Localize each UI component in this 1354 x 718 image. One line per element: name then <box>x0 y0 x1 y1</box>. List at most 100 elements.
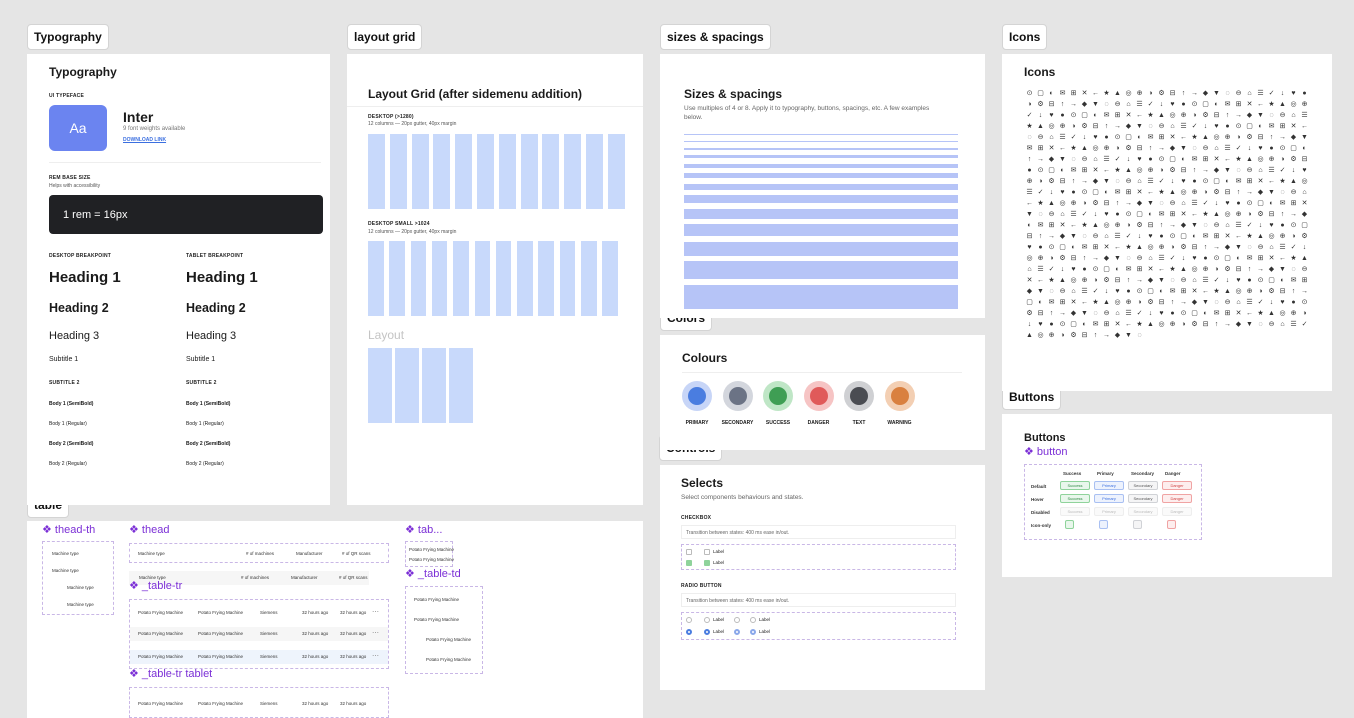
grid-icon[interactable]: ✉ <box>1114 189 1121 196</box>
grid-icon[interactable]: ⊟ <box>1301 156 1308 163</box>
grid-icon[interactable]: → <box>1301 288 1308 295</box>
grid-icon[interactable]: ⊕ <box>1279 233 1286 240</box>
variant-button[interactable]: Danger <box>1162 494 1192 503</box>
grid-icon[interactable]: ★ <box>1026 123 1033 130</box>
grid-icon[interactable]: ← <box>1279 255 1286 262</box>
grid-icon[interactable]: ▲ <box>1279 101 1286 108</box>
grid-icon[interactable]: ★ <box>1103 90 1110 97</box>
grid-icon[interactable]: ⊞ <box>1224 310 1231 317</box>
grid-icon[interactable]: ⊖ <box>1136 255 1143 262</box>
grid-icon[interactable]: ✉ <box>1092 321 1099 328</box>
grid-icon[interactable]: ⊕ <box>1191 189 1198 196</box>
grid-icon[interactable]: ⊙ <box>1246 200 1253 207</box>
grid-icon[interactable]: → <box>1180 299 1187 306</box>
grid-icon[interactable]: ♥ <box>1170 101 1175 108</box>
grid-icon[interactable]: ◐ <box>1225 178 1230 185</box>
grid-icon[interactable]: ↑ <box>1170 299 1175 306</box>
grid-icon[interactable]: ☰ <box>1114 233 1121 240</box>
grid-icon[interactable]: ⊙ <box>1290 222 1297 229</box>
grid-icon[interactable]: ⌂ <box>1214 145 1219 152</box>
grid-icon[interactable]: ⊕ <box>1059 123 1066 130</box>
grid-icon[interactable]: ▲ <box>1125 167 1132 174</box>
grid-icon[interactable]: ◎ <box>1158 321 1165 328</box>
grid-icon[interactable]: ⊖ <box>1059 288 1066 295</box>
grid-icon[interactable]: ◌ <box>1170 277 1175 284</box>
grid-icon[interactable]: ▼ <box>1180 145 1187 152</box>
grid-icon[interactable]: ▲ <box>1224 288 1231 295</box>
grid-icon[interactable]: ▢ <box>1125 134 1132 141</box>
grid-icon[interactable]: ✉ <box>1290 277 1297 284</box>
grid-icon[interactable]: ↑ <box>1203 244 1208 251</box>
grid-icon[interactable]: ▢ <box>1147 288 1154 295</box>
grid-icon[interactable]: ⊟ <box>1224 189 1231 196</box>
grid-icon[interactable]: ★ <box>1048 277 1055 284</box>
grid-icon[interactable]: ⊙ <box>1180 310 1187 317</box>
grid-icon[interactable]: ◌ <box>1280 189 1285 196</box>
grid-icon[interactable]: ↓ <box>1137 233 1142 240</box>
grid-icon[interactable]: ⊞ <box>1070 90 1077 97</box>
grid-icon[interactable]: ↑ <box>1027 156 1032 163</box>
grid-icon[interactable]: ✓ <box>1026 112 1033 119</box>
grid-icon[interactable]: ▲ <box>1048 200 1055 207</box>
grid-icon[interactable]: ☰ <box>1224 145 1231 152</box>
grid-icon[interactable]: ☰ <box>1158 255 1165 262</box>
grid-icon[interactable]: ★ <box>1114 167 1121 174</box>
grid-icon[interactable]: ⊟ <box>1070 255 1077 262</box>
grid-icon[interactable]: ✓ <box>1279 167 1286 174</box>
grid-icon[interactable]: ⚙ <box>1301 233 1308 240</box>
grid-icon[interactable]: ◌ <box>1203 222 1208 229</box>
grid-icon[interactable]: ✉ <box>1202 233 1209 240</box>
grid-icon[interactable]: ⊞ <box>1279 123 1286 130</box>
grid-icon[interactable]: ★ <box>1202 211 1209 218</box>
grid-icon[interactable]: ✕ <box>1070 299 1077 306</box>
grid-icon[interactable]: ◑ <box>1236 134 1241 141</box>
grid-icon[interactable]: ◌ <box>1082 233 1087 240</box>
grid-icon[interactable]: ✉ <box>1081 244 1088 251</box>
grid-icon[interactable]: ▲ <box>1037 123 1044 130</box>
grid-icon[interactable]: ⊞ <box>1048 222 1055 229</box>
grid-icon[interactable]: ● <box>1302 90 1307 97</box>
checkbox-unchecked[interactable] <box>686 549 692 555</box>
grid-icon[interactable]: ↑ <box>1093 332 1098 339</box>
grid-icon[interactable]: ◎ <box>1147 244 1154 251</box>
grid-icon[interactable]: ⊟ <box>1103 200 1110 207</box>
grid-icon[interactable]: ⊕ <box>1147 167 1154 174</box>
grid-icon[interactable]: ↓ <box>1060 266 1065 273</box>
grid-icon[interactable]: ▢ <box>1224 255 1231 262</box>
grid-icon[interactable]: ✓ <box>1268 90 1275 97</box>
grid-icon[interactable]: ⌂ <box>1236 299 1241 306</box>
grid-icon[interactable]: ⊞ <box>1114 112 1121 119</box>
grid-icon[interactable]: ↓ <box>1203 123 1208 130</box>
grid-icon[interactable]: ⊞ <box>1246 178 1253 185</box>
grid-icon[interactable]: ◐ <box>1181 156 1186 163</box>
grid-icon[interactable]: ✕ <box>1081 90 1088 97</box>
grid-icon[interactable]: ▢ <box>1070 321 1077 328</box>
grid-icon[interactable]: ● <box>1082 266 1087 273</box>
variant-button[interactable]: Success <box>1060 481 1090 490</box>
grid-icon[interactable]: ⌂ <box>1269 244 1274 251</box>
grid-icon[interactable]: ⊟ <box>1257 134 1264 141</box>
grid-icon[interactable]: ⊙ <box>1081 189 1088 196</box>
grid-icon[interactable]: ▼ <box>1070 233 1077 240</box>
variant-button[interactable] <box>1167 520 1176 529</box>
grid-icon[interactable]: ↓ <box>1291 167 1296 174</box>
grid-icon[interactable]: ▢ <box>1301 222 1308 229</box>
grid-icon[interactable]: ▢ <box>1257 200 1264 207</box>
grid-icon[interactable]: ▢ <box>1213 178 1220 185</box>
grid-icon[interactable]: ✉ <box>1169 288 1176 295</box>
grid-icon[interactable]: ⌂ <box>1181 200 1186 207</box>
grid-icon[interactable]: ⚙ <box>1147 299 1154 306</box>
grid-icon[interactable]: ✕ <box>1235 310 1242 317</box>
grid-icon[interactable]: ⊙ <box>1026 90 1033 97</box>
grid-icon[interactable]: ⊕ <box>1114 222 1121 229</box>
grid-icon[interactable]: ◐ <box>1258 123 1263 130</box>
grid-icon[interactable]: ⊖ <box>1103 310 1110 317</box>
grid-icon[interactable]: ⊕ <box>1103 145 1110 152</box>
grid-icon[interactable]: ◎ <box>1070 277 1077 284</box>
grid-icon[interactable]: ▼ <box>1103 178 1110 185</box>
grid-icon[interactable]: ⊟ <box>1169 90 1176 97</box>
grid-icon[interactable]: ⊟ <box>1026 233 1033 240</box>
grid-icon[interactable]: ◑ <box>1247 211 1252 218</box>
radio-unchecked[interactable] <box>734 617 740 623</box>
grid-icon[interactable]: ⊟ <box>1147 222 1154 229</box>
